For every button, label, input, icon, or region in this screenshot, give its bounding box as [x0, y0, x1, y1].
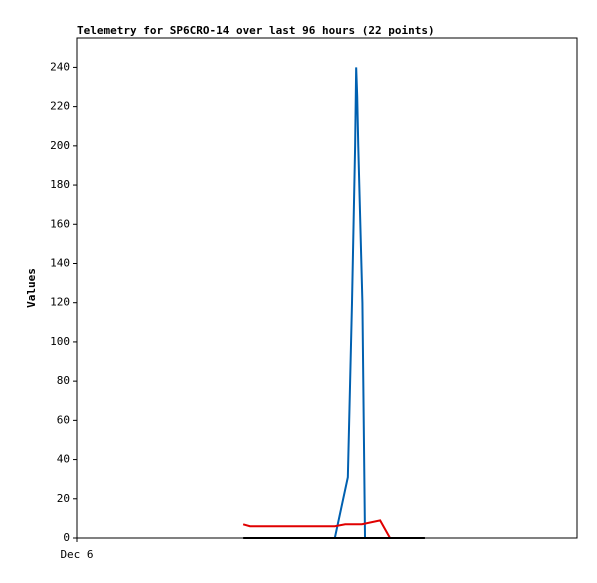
- y-tick-label: 100: [50, 335, 70, 348]
- y-tick-label: 80: [57, 374, 70, 387]
- chart-title: Telemetry for SP6CRO-14 over last 96 hou…: [77, 24, 435, 37]
- y-tick-label: 200: [50, 139, 70, 152]
- y-tick-label: 180: [50, 178, 70, 191]
- y-tick-label: 240: [50, 60, 70, 73]
- y-tick-label: 160: [50, 217, 70, 230]
- y-tick-label: 120: [50, 296, 70, 309]
- series-line: [242, 519, 391, 539]
- y-axis-label: Values: [25, 268, 38, 308]
- plot-area: [76, 37, 578, 539]
- y-tick-label: 0: [63, 531, 70, 544]
- y-tick-label: 60: [57, 413, 70, 426]
- y-tick-label: 140: [50, 256, 70, 269]
- x-tick-label: Dec 6: [60, 548, 93, 561]
- y-tick-label: 220: [50, 100, 70, 113]
- y-tick-label: 20: [57, 492, 70, 505]
- series-line: [333, 67, 367, 539]
- y-tick-label: 40: [57, 453, 70, 466]
